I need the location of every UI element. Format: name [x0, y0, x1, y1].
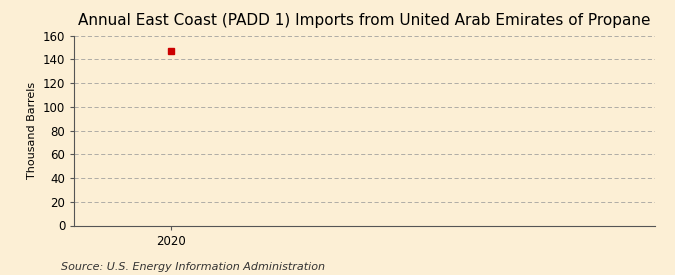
- Y-axis label: Thousand Barrels: Thousand Barrels: [27, 82, 37, 179]
- Text: Source: U.S. Energy Information Administration: Source: U.S. Energy Information Administ…: [61, 262, 325, 272]
- Title: Annual East Coast (PADD 1) Imports from United Arab Emirates of Propane: Annual East Coast (PADD 1) Imports from …: [78, 13, 651, 28]
